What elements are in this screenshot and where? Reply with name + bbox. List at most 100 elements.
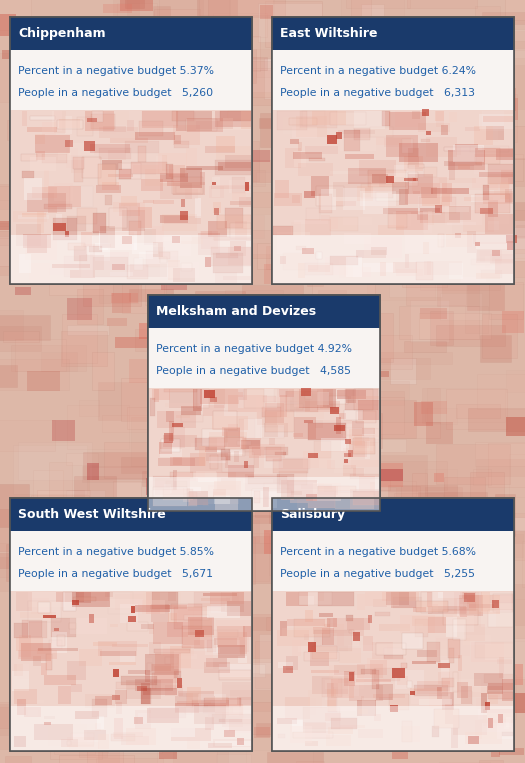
Bar — [281, 481, 293, 501]
Bar — [455, 534, 523, 557]
Bar — [306, 741, 318, 745]
Bar — [87, 743, 123, 763]
Bar — [162, 235, 191, 256]
Bar — [461, 277, 486, 282]
Bar — [197, 478, 220, 481]
Bar — [67, 325, 109, 335]
Bar — [273, 459, 308, 473]
Bar — [335, 133, 342, 139]
Bar — [492, 98, 518, 120]
Bar — [421, 259, 500, 290]
Bar — [353, 633, 360, 641]
Bar — [82, 657, 107, 684]
Bar — [330, 171, 368, 174]
Bar — [479, 760, 502, 763]
Bar — [115, 337, 150, 348]
Bar — [483, 192, 513, 202]
Bar — [390, 506, 411, 536]
Bar — [66, 490, 106, 534]
Bar — [138, 208, 152, 228]
Bar — [516, 225, 525, 237]
Bar — [206, 658, 227, 667]
Bar — [189, 491, 208, 504]
Bar — [276, 180, 289, 198]
Bar — [427, 642, 440, 662]
Bar — [220, 700, 229, 710]
Bar — [464, 593, 475, 603]
Bar — [449, 180, 482, 211]
Bar — [225, 449, 245, 456]
Bar — [266, 456, 282, 461]
Bar — [239, 389, 247, 400]
Bar — [272, 498, 514, 751]
Bar — [229, 0, 274, 16]
Bar — [0, 201, 51, 231]
Bar — [212, 416, 248, 430]
Bar — [174, 136, 243, 155]
Bar — [362, 470, 379, 480]
Bar — [466, 684, 495, 696]
Bar — [486, 126, 504, 140]
Bar — [173, 483, 237, 493]
Bar — [144, 229, 156, 245]
Bar — [239, 636, 249, 652]
Bar — [104, 195, 112, 205]
Bar — [326, 167, 355, 183]
Bar — [111, 293, 138, 303]
Bar — [81, 232, 92, 246]
Bar — [418, 196, 441, 215]
Bar — [426, 602, 444, 610]
Bar — [297, 497, 335, 508]
Bar — [67, 216, 86, 230]
Bar — [206, 594, 238, 602]
Bar — [10, 498, 252, 751]
Bar — [155, 653, 181, 673]
Bar — [348, 510, 371, 559]
Bar — [458, 702, 493, 721]
Bar — [271, 610, 305, 644]
Bar — [264, 484, 287, 497]
Bar — [274, 674, 314, 689]
Bar — [121, 736, 149, 745]
Bar — [294, 151, 306, 167]
Bar — [425, 468, 457, 495]
Bar — [305, 610, 313, 622]
Bar — [412, 661, 436, 664]
Bar — [56, 214, 62, 226]
Bar — [446, 389, 507, 430]
Bar — [187, 118, 223, 131]
Bar — [168, 592, 176, 601]
Bar — [300, 111, 337, 128]
Bar — [172, 613, 198, 645]
Bar — [318, 486, 356, 491]
Bar — [100, 570, 140, 581]
Bar — [309, 158, 324, 161]
Bar — [138, 146, 146, 162]
Bar — [431, 61, 452, 108]
Bar — [377, 398, 404, 434]
Bar — [235, 536, 286, 583]
Bar — [362, 429, 375, 433]
Bar — [0, 542, 26, 577]
Bar — [204, 662, 230, 674]
Bar — [425, 408, 457, 424]
Bar — [52, 602, 61, 620]
Bar — [298, 163, 333, 176]
Bar — [288, 21, 344, 34]
Bar — [238, 389, 277, 407]
Bar — [393, 189, 418, 198]
Bar — [249, 446, 264, 459]
Bar — [437, 537, 508, 571]
Bar — [372, 642, 393, 658]
Bar — [57, 120, 83, 129]
Bar — [0, 310, 23, 340]
Bar — [195, 622, 226, 642]
Bar — [285, 391, 310, 410]
Bar — [476, 243, 480, 246]
Bar — [209, 186, 224, 198]
Bar — [352, 610, 420, 658]
Bar — [208, 221, 227, 237]
Bar — [438, 662, 450, 668]
Bar — [401, 486, 421, 513]
Bar — [272, 21, 289, 59]
